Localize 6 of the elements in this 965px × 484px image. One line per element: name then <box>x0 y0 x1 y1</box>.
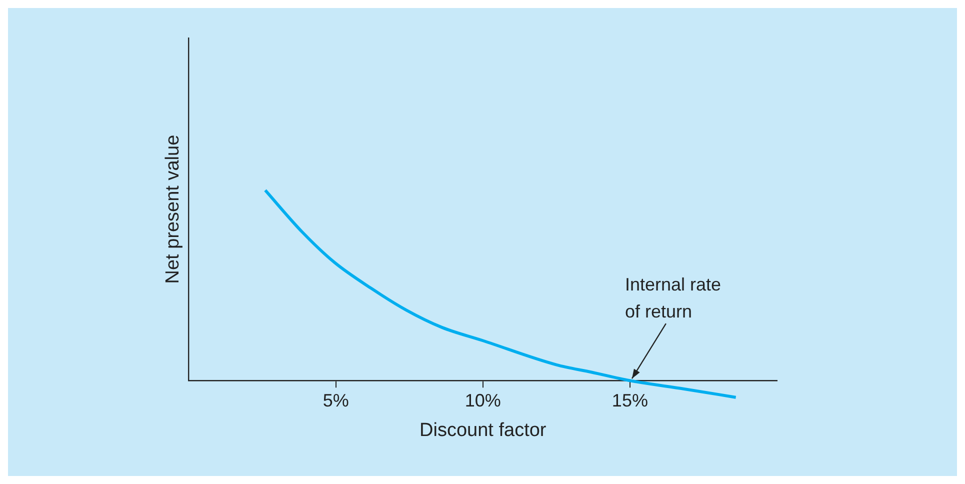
x-tick-label: 15% <box>612 390 648 410</box>
y-axis-title: Net present value <box>162 134 184 284</box>
x-axis-title: Discount factor <box>420 420 547 441</box>
x-tick-label: 5% <box>322 390 349 410</box>
annotation: Internal rate of return <box>624 274 722 322</box>
x-tick-label: 10% <box>464 390 501 410</box>
